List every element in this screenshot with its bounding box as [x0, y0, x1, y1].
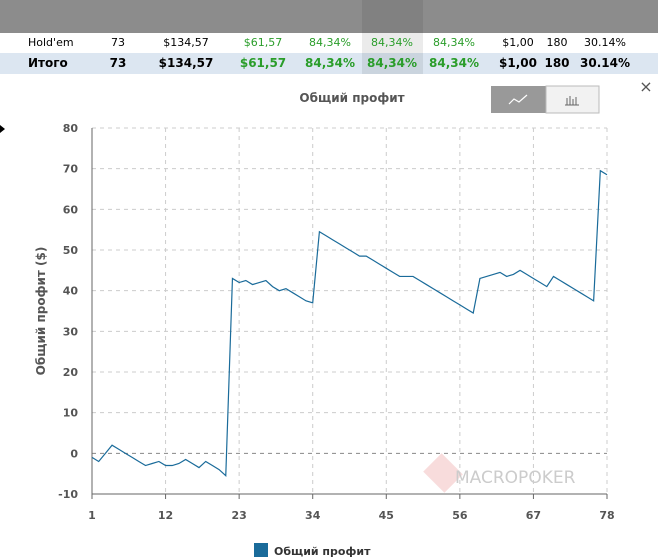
table-cell: 84,34%: [367, 56, 417, 70]
table-cell: 84,34%: [371, 36, 413, 49]
stats-table: ИгрыПризовыеПрофитROIstdROIadjROIbiABIAF…: [0, 0, 658, 133]
header-text: ABI: [0, 85, 21, 99]
y-tick-label: 0: [70, 447, 78, 460]
header-cell: ROIbi: [0, 70, 64, 86]
x-tick-label: 12: [158, 509, 173, 522]
data-line: [91, 169, 608, 478]
header-sup: bi: [21, 70, 33, 82]
x-tick-label: 1: [88, 509, 96, 522]
header-bg: [0, 0, 658, 33]
table-cell: $1,00: [499, 56, 537, 70]
y-tick-label: 70: [63, 163, 79, 176]
header-cell: ITM: [0, 112, 64, 125]
highlight-col: [362, 0, 423, 74]
y-tick-label: 30: [63, 325, 79, 338]
table-cell: $134,57: [158, 56, 214, 70]
table-cell: 84,34%: [429, 56, 479, 70]
y-tick-label: 10: [63, 407, 79, 420]
header-cell: AFS: [0, 99, 64, 112]
table-cell: 73: [111, 36, 125, 49]
x-tick-label: 23: [231, 509, 246, 522]
line-view-button[interactable]: [491, 86, 546, 113]
table-cell: $134,57: [163, 36, 209, 49]
watermark: MACROPOKER: [455, 468, 576, 488]
table-cell: 84,34%: [433, 36, 475, 49]
table-cell: 180: [546, 36, 568, 49]
x-tick-label: 78: [599, 509, 614, 522]
y-tick-label: 20: [63, 366, 79, 379]
table-cell: $61,57: [239, 56, 287, 70]
x-tick-label: 45: [379, 509, 394, 522]
y-axis-label: Общий профит ($): [34, 247, 48, 376]
table-cell: Hold'em: [28, 36, 74, 49]
y-tick-label: 50: [63, 244, 79, 257]
header-text: AFS: [0, 98, 24, 112]
y-tick-label: 80: [63, 122, 79, 135]
table-cell: $1,00: [502, 36, 534, 49]
header-cell: ABI: [0, 86, 64, 99]
total-row-bg: [0, 53, 658, 74]
x-tick-label: 67: [526, 509, 541, 522]
y-tick-label: 40: [63, 285, 79, 298]
header-text: ROI: [0, 72, 22, 86]
table-cell: 30.14%: [584, 36, 626, 49]
y-tick-label: 60: [63, 203, 79, 216]
x-tick-label: 56: [452, 509, 468, 522]
header-text: ITM: [0, 111, 23, 125]
table-cell: 30.14%: [580, 56, 630, 70]
x-tick-label: 34: [305, 509, 321, 522]
legend-swatch: [254, 543, 268, 557]
chart-title: Общий профит: [299, 91, 404, 105]
table-cell: $61,57: [243, 36, 283, 49]
legend-label: Общий профит: [274, 545, 371, 557]
table-cell: 73: [109, 56, 127, 70]
watermark-logo: [423, 453, 463, 493]
table-cell: 180: [544, 56, 570, 70]
y-tick-label: -10: [58, 488, 78, 501]
table-cell: 84,34%: [309, 36, 351, 49]
table-cell: 84,34%: [305, 56, 355, 70]
expand-toggle[interactable]: [0, 124, 5, 133]
table-cell: Итого: [28, 56, 68, 70]
close-button[interactable]: ×: [639, 77, 652, 96]
